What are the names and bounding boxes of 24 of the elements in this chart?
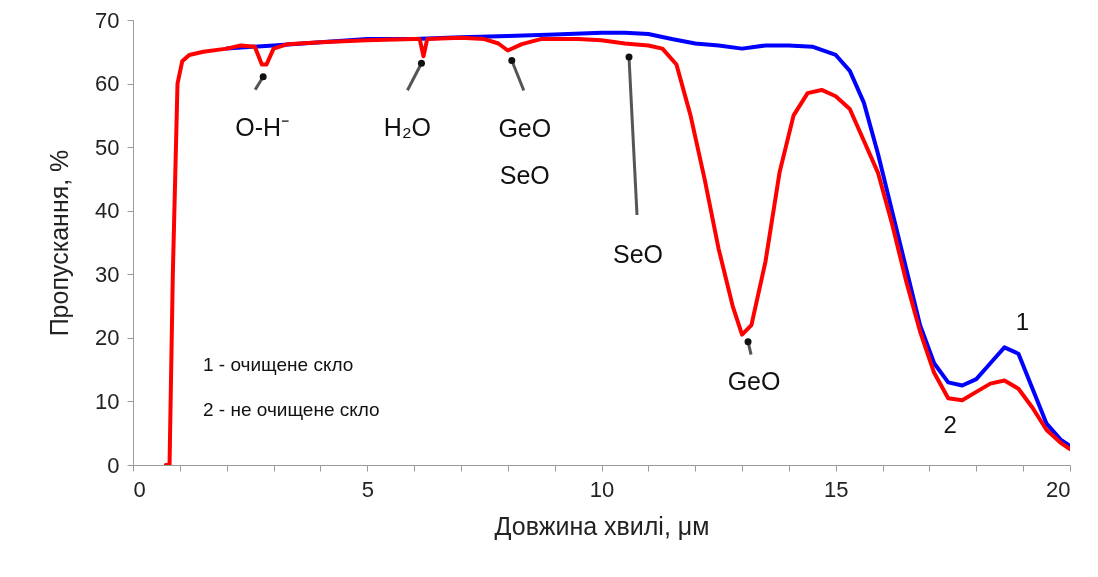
annotation: 2 - не очищене скло <box>203 399 380 420</box>
y-tick-label: 20 <box>95 325 120 351</box>
x-axis-title: Довжина хвилі, μм <box>494 511 710 540</box>
x-tick-label: 15 <box>824 476 849 502</box>
y-tick-label: 40 <box>95 198 120 224</box>
x-tick-label: 10 <box>589 476 615 502</box>
series-label: 2 <box>943 411 957 439</box>
y-tick-label: 70 <box>95 7 120 33</box>
annotation: H₂O <box>383 113 432 142</box>
y-tick-label: 10 <box>95 388 120 414</box>
y-axis-title: Пропускання, % <box>45 149 74 337</box>
x-tick-label: 0 <box>133 476 146 502</box>
annotation: GeO SeO <box>498 113 552 189</box>
y-tick-label: 30 <box>95 261 120 287</box>
series-label: 1 <box>1015 308 1030 336</box>
annotation: O-H⁻ <box>235 112 290 141</box>
annotation: SeO <box>612 240 664 268</box>
y-tick-label: 50 <box>95 134 120 160</box>
annotation: GeO <box>727 366 781 395</box>
x-tick-label: 5 <box>361 476 374 502</box>
y-tick-label: 60 <box>95 71 120 97</box>
x-tick-label: 20 <box>1046 476 1071 502</box>
y-tick-label: 0 <box>107 452 120 478</box>
annotation: 1 - очищене скло <box>203 354 354 375</box>
